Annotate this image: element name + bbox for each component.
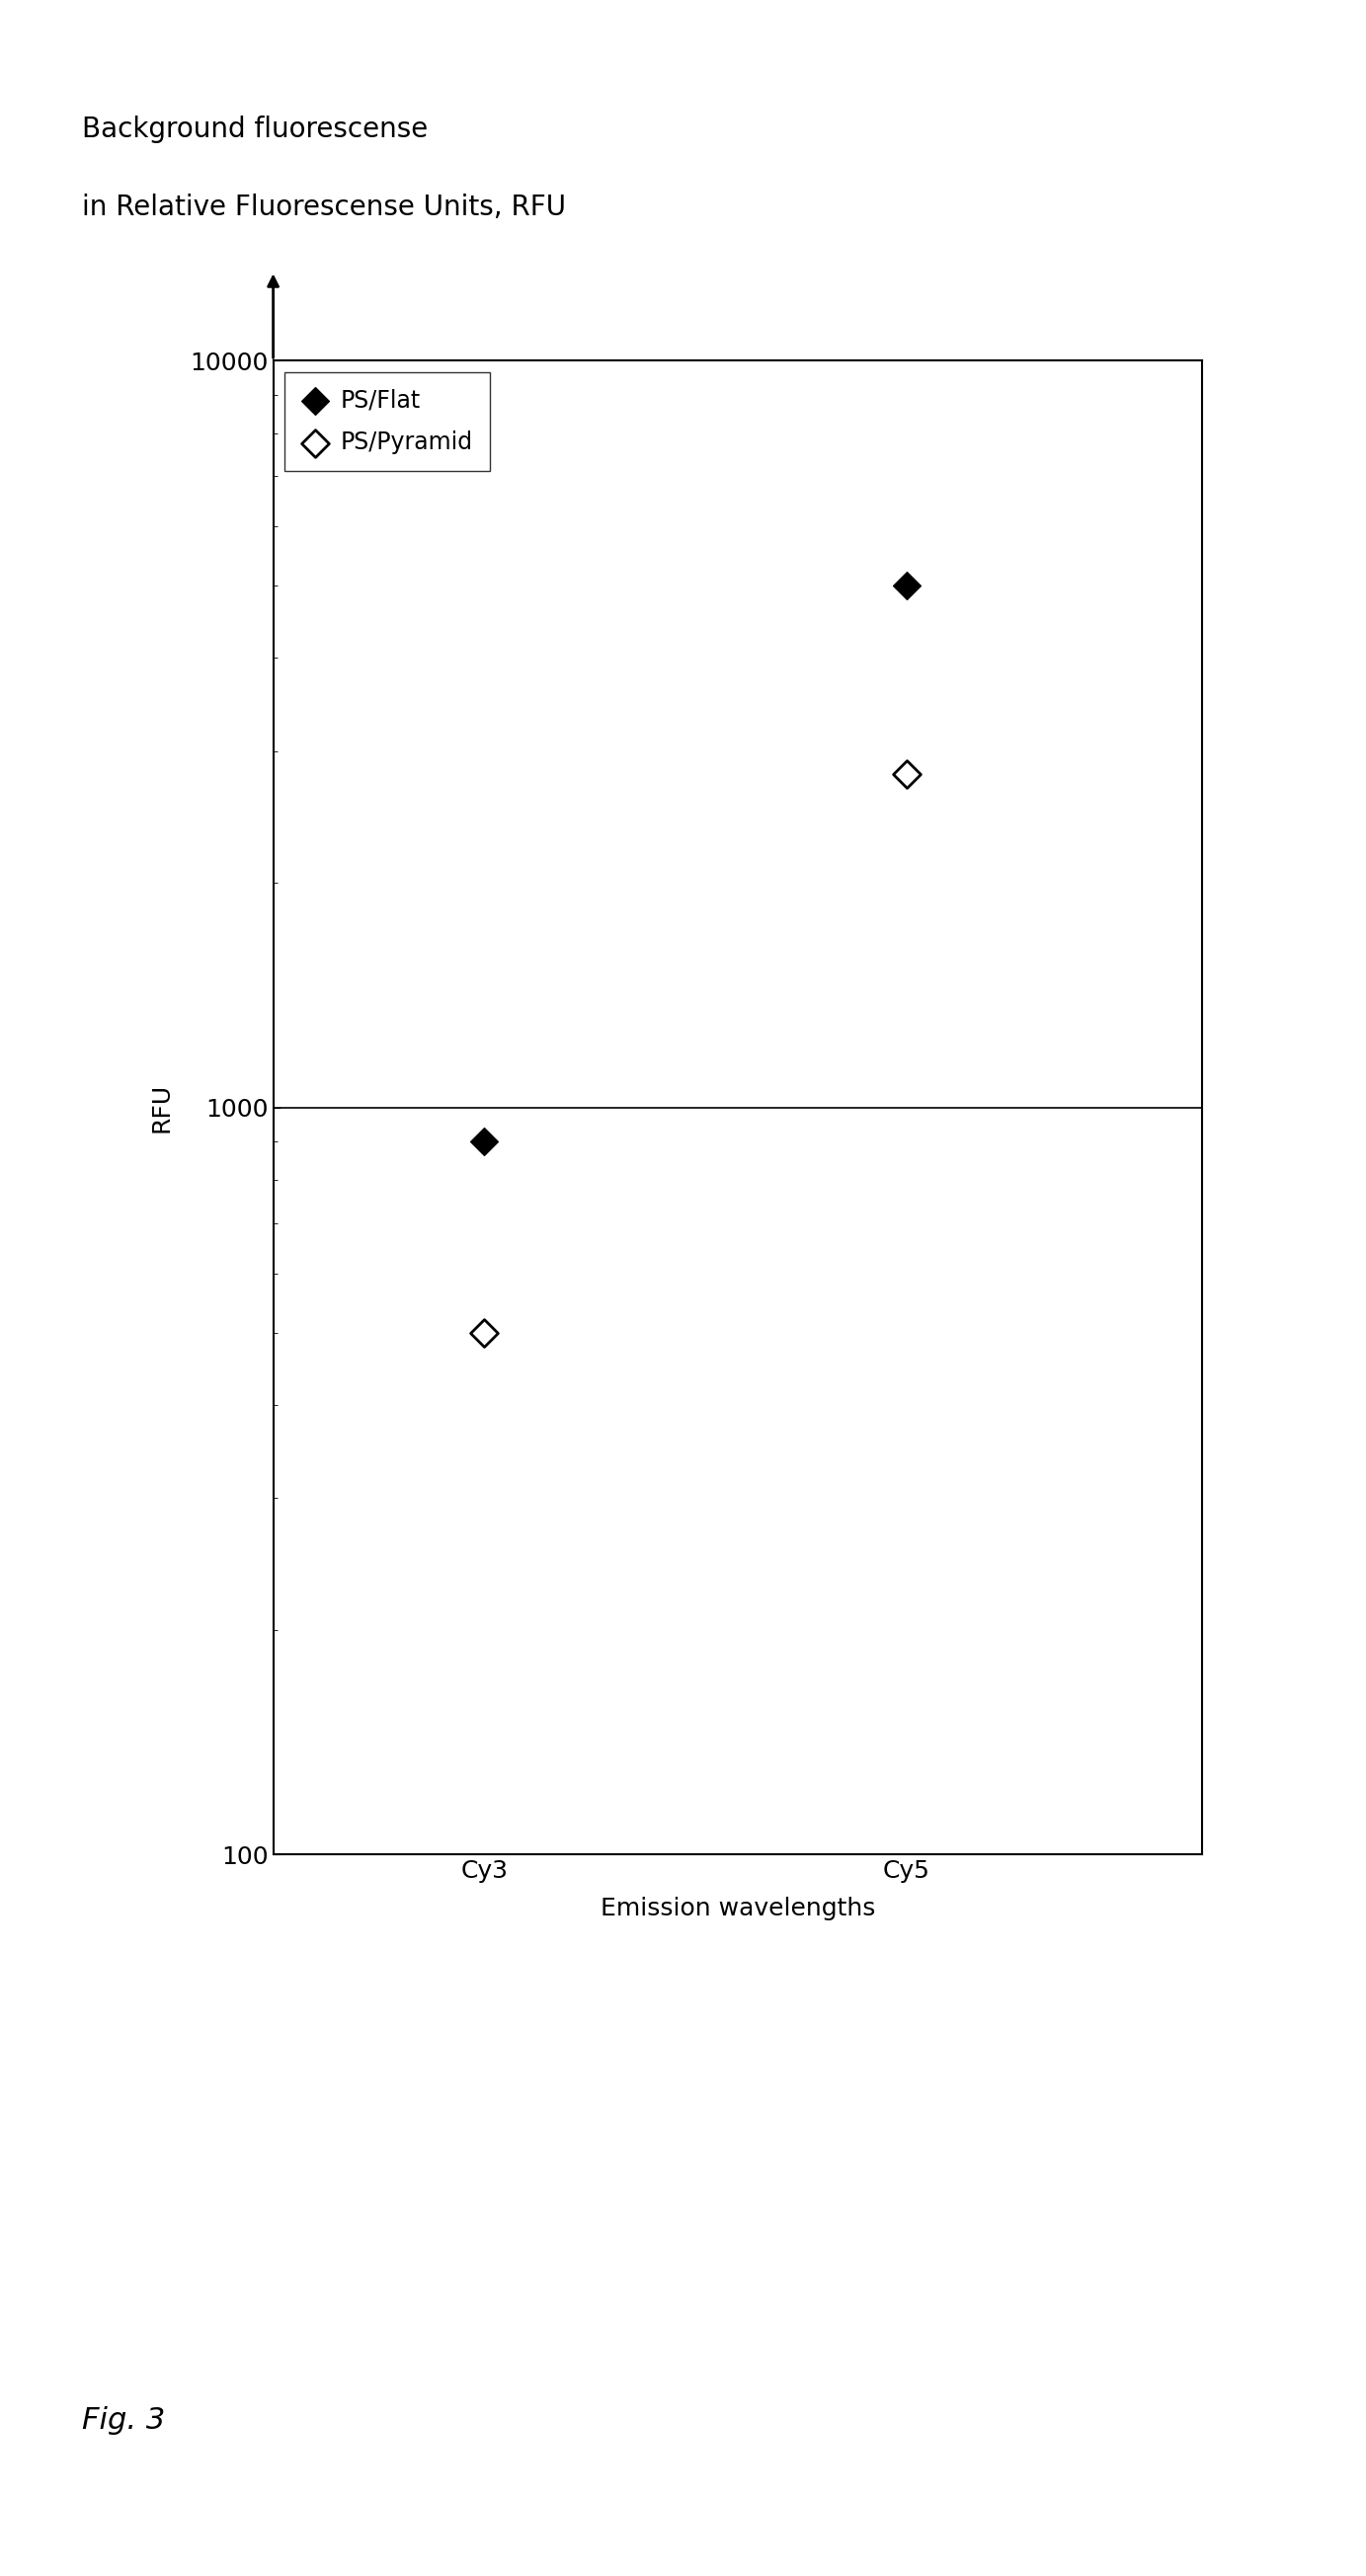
Text: Background fluorescense: Background fluorescense (82, 116, 428, 144)
PS/Flat (474, 1121, 496, 1162)
Text: Fig. 3: Fig. 3 (82, 2406, 165, 2434)
PS/Flat (896, 564, 918, 605)
Legend: PS/Flat, PS/Pyramid: PS/Flat, PS/Pyramid (285, 374, 489, 471)
Y-axis label: RFU: RFU (150, 1082, 173, 1133)
Text: in Relative Fluorescense Units, RFU: in Relative Fluorescense Units, RFU (82, 193, 566, 222)
PS/Pyramid (474, 1311, 496, 1352)
PS/Pyramid (896, 752, 918, 793)
X-axis label: Emission wavelengths: Emission wavelengths (600, 1896, 876, 1922)
